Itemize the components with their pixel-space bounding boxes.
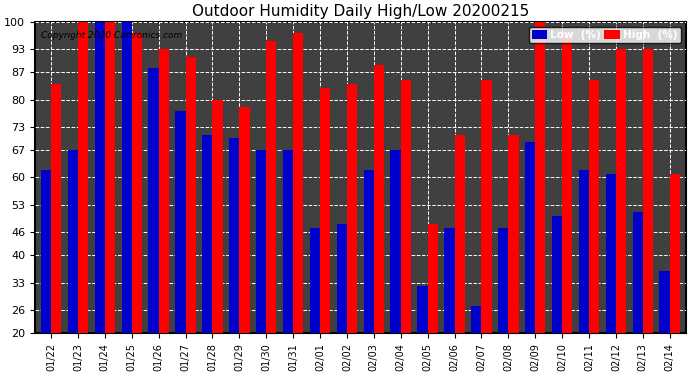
Bar bbox=[589, 80, 599, 333]
Bar bbox=[498, 228, 509, 333]
Bar bbox=[337, 224, 347, 333]
Bar bbox=[78, 22, 88, 333]
Bar bbox=[68, 150, 78, 333]
Bar bbox=[509, 135, 518, 333]
Bar bbox=[364, 170, 374, 333]
Bar bbox=[660, 271, 670, 333]
Bar bbox=[391, 150, 401, 333]
Bar bbox=[417, 286, 428, 333]
Bar bbox=[535, 22, 545, 333]
Bar bbox=[229, 138, 239, 333]
Bar bbox=[202, 135, 213, 333]
Bar bbox=[266, 41, 277, 333]
Bar bbox=[616, 49, 626, 333]
Bar bbox=[552, 216, 562, 333]
Bar bbox=[159, 49, 169, 333]
Bar bbox=[148, 68, 159, 333]
Bar bbox=[606, 174, 616, 333]
Title: Outdoor Humidity Daily High/Low 20200215: Outdoor Humidity Daily High/Low 20200215 bbox=[192, 4, 529, 19]
Bar bbox=[428, 224, 438, 333]
Bar bbox=[643, 49, 653, 333]
Bar bbox=[579, 170, 589, 333]
Bar bbox=[95, 22, 105, 333]
Bar bbox=[633, 213, 643, 333]
Bar bbox=[186, 57, 196, 333]
Text: Copyright 2020 Cartronics.com: Copyright 2020 Cartronics.com bbox=[41, 31, 183, 40]
Bar bbox=[482, 80, 492, 333]
Legend: Low  (%), High  (%): Low (%), High (%) bbox=[529, 27, 680, 44]
Bar bbox=[670, 174, 680, 333]
Bar bbox=[347, 84, 357, 333]
Bar bbox=[41, 170, 51, 333]
Bar bbox=[239, 107, 250, 333]
Bar bbox=[256, 150, 266, 333]
Bar bbox=[444, 228, 455, 333]
Bar bbox=[51, 84, 61, 333]
Bar bbox=[455, 135, 465, 333]
Bar bbox=[471, 306, 482, 333]
Bar bbox=[525, 142, 535, 333]
Bar bbox=[401, 80, 411, 333]
Bar bbox=[121, 22, 132, 333]
Bar bbox=[175, 111, 186, 333]
Bar bbox=[320, 88, 331, 333]
Bar bbox=[293, 33, 304, 333]
Bar bbox=[132, 33, 142, 333]
Bar bbox=[105, 22, 115, 333]
Bar bbox=[310, 228, 320, 333]
Bar bbox=[374, 64, 384, 333]
Bar bbox=[283, 150, 293, 333]
Bar bbox=[562, 37, 572, 333]
Bar bbox=[213, 100, 223, 333]
